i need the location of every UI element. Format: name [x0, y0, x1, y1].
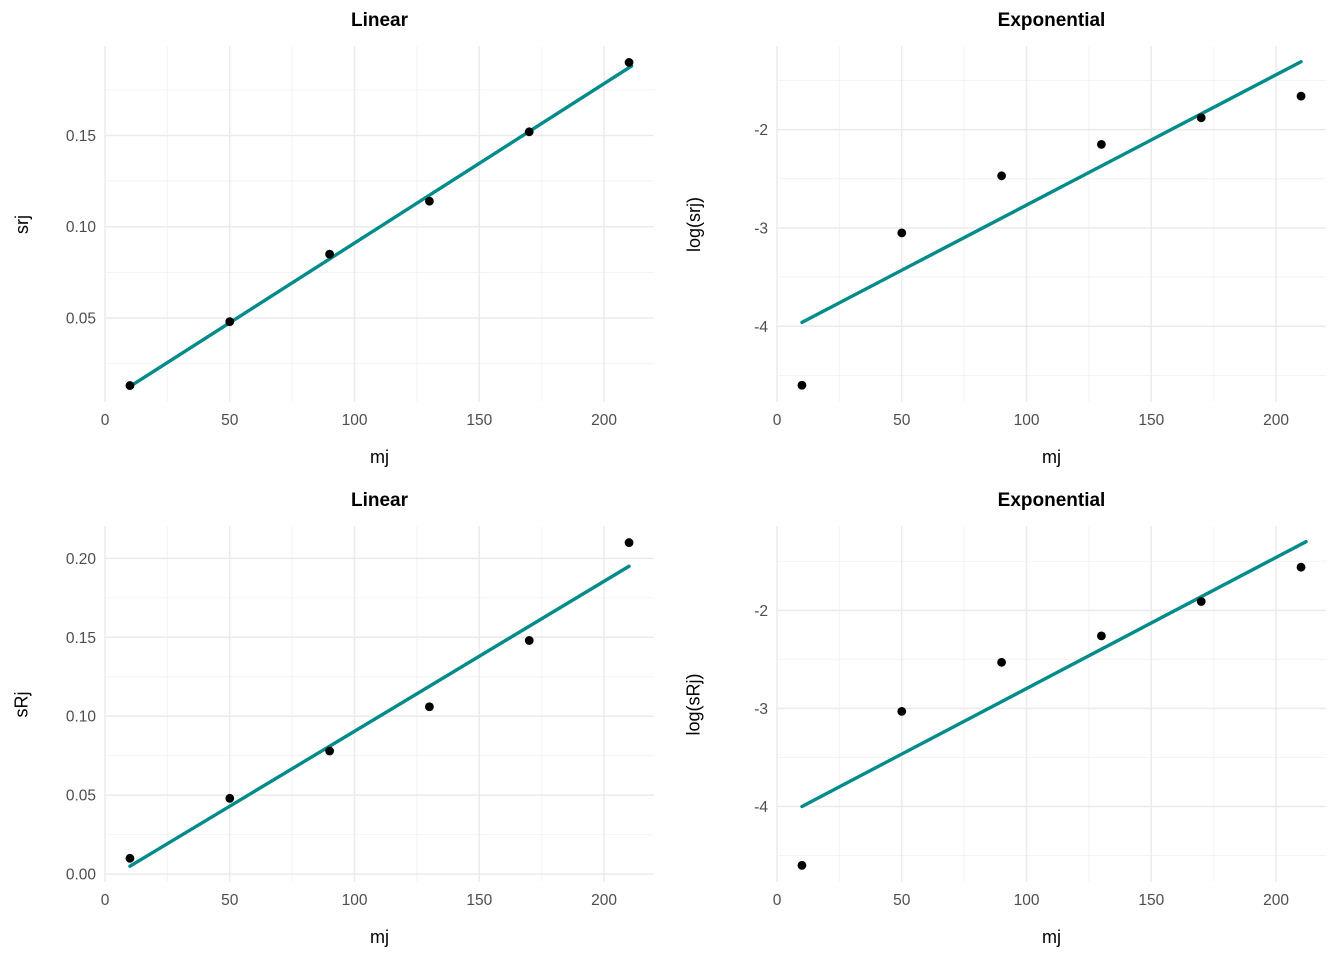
x-axis-label: mj [1042, 927, 1061, 947]
plot-area: 0 50 100 150 200 0.00 0.05 0.10 0.15 0.20 [66, 526, 654, 909]
svg-text:0.20: 0.20 [66, 551, 97, 568]
chart-title: Linear [350, 490, 409, 511]
svg-text:50: 50 [221, 412, 239, 429]
svg-text:0: 0 [101, 892, 110, 909]
chart-top-left-linear: Linear srj 0 50 100 150 200 0.05 0.10 0.15 mj [0, 0, 672, 480]
svg-text:-4: -4 [754, 319, 768, 336]
svg-text:200: 200 [1263, 892, 1289, 909]
svg-text:200: 200 [1263, 412, 1289, 429]
x-axis-label: mj [1042, 447, 1061, 467]
chart-title: Exponential [997, 490, 1106, 511]
chart-top-right-exponential: Exponential log(srj) 0 50 100 150 200 -4 -3 -2 … [672, 0, 1344, 480]
x-axis-label: mj [370, 927, 389, 947]
svg-text:50: 50 [893, 892, 911, 909]
svg-text:100: 100 [342, 412, 368, 429]
svg-text:150: 150 [1138, 892, 1164, 909]
chart-title: Linear [350, 10, 409, 31]
svg-text:150: 150 [1138, 412, 1164, 429]
plot-area: 0 50 100 150 200 -4 -3 -2 [754, 46, 1326, 429]
plot-area: 0 50 100 150 200 0.05 0.10 0.15 [66, 46, 654, 429]
svg-text:50: 50 [893, 412, 911, 429]
svg-text:100: 100 [1014, 412, 1040, 429]
chart-bottom-left-linear: Linear sRj 0 50 100 150 200 0.00 0.05 0.10 0.15 0… [0, 480, 672, 960]
svg-text:-3: -3 [754, 220, 768, 237]
svg-text:0.05: 0.05 [66, 788, 96, 805]
svg-text:0: 0 [773, 892, 782, 909]
svg-text:0.15: 0.15 [66, 630, 96, 647]
svg-text:0.10: 0.10 [66, 219, 97, 236]
svg-text:100: 100 [1014, 892, 1040, 909]
svg-text:0: 0 [101, 412, 110, 429]
svg-text:150: 150 [466, 412, 492, 429]
svg-text:-4: -4 [754, 799, 768, 816]
svg-text:-2: -2 [754, 122, 768, 139]
svg-text:0.10: 0.10 [66, 709, 97, 726]
svg-text:-3: -3 [754, 701, 768, 718]
svg-text:200: 200 [591, 892, 617, 909]
plot-area: 0 50 100 150 200 -4 -3 -2 [754, 526, 1326, 909]
chart-bottom-right-exponential: Exponential log(sRj) 0 50 100 150 200 -4 -3 -2 … [672, 480, 1344, 960]
svg-text:200: 200 [591, 412, 617, 429]
svg-text:0: 0 [773, 412, 782, 429]
svg-text:-2: -2 [754, 603, 768, 620]
svg-text:0.05: 0.05 [66, 311, 96, 328]
svg-text:0.15: 0.15 [66, 128, 96, 145]
svg-text:100: 100 [342, 892, 368, 909]
chart-title: Exponential [997, 10, 1106, 31]
svg-text:0.00: 0.00 [66, 867, 97, 884]
svg-text:150: 150 [466, 892, 492, 909]
x-axis-label: mj [370, 447, 389, 467]
svg-text:50: 50 [221, 892, 239, 909]
